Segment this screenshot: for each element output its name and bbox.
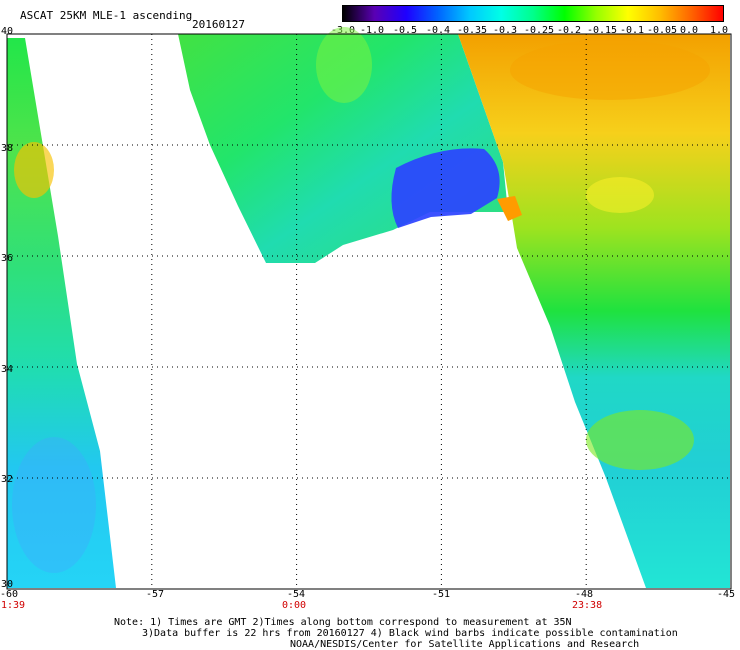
blue-left-patch <box>12 437 96 573</box>
colorbar-tick: -0.4 <box>425 25 451 36</box>
time-label: 23:38 <box>572 600 603 611</box>
lon-label: -54 <box>287 589 306 600</box>
lat-label: 36 <box>1 253 14 264</box>
colorbar-tick: 1.0 <box>709 25 729 36</box>
colorbar-tick: -0.15 <box>586 25 618 36</box>
plot-frame <box>6 33 732 590</box>
colorbar-tick: -0.1 <box>619 25 645 36</box>
orange-top-patch <box>510 40 710 100</box>
colorbar <box>342 5 724 22</box>
colorbar-tick: -1.0 <box>359 25 385 36</box>
right-swath <box>458 34 730 588</box>
lat-label: 30 <box>1 579 14 590</box>
colorbar-tick: -0.2 <box>556 25 582 36</box>
plot-date: 20160127 <box>192 18 245 31</box>
colorbar-tick: -0.05 <box>646 25 678 36</box>
note-line-2: 3)Data buffer is 22 hrs from 20160127 4)… <box>142 628 678 639</box>
lon-label: -57 <box>146 589 165 600</box>
lat-label: 34 <box>1 364 14 375</box>
colorbar-tick: -0.25 <box>523 25 555 36</box>
note-line-3: NOAA/NESDIS/Center for Satellite Applica… <box>290 639 640 650</box>
green-center-top-patch <box>316 27 372 103</box>
plot-title: ASCAT 25KM MLE-1 ascending <box>20 9 193 22</box>
lon-label: -51 <box>432 589 451 600</box>
colorbar-tick: 0.0 <box>679 25 699 36</box>
lat-label: 38 <box>1 143 14 154</box>
orange-edge-patch <box>497 196 522 221</box>
colorbar-tick: -0.3 <box>492 25 518 36</box>
time-label: 1:39 <box>1 600 26 611</box>
yellow-left-patch <box>14 142 54 198</box>
lon-label: -45 <box>717 589 736 600</box>
green-swirl-patch <box>586 410 694 470</box>
colorbar-tick: -0.5 <box>392 25 418 36</box>
time-label: 0:00 <box>282 600 307 611</box>
lat-label: 32 <box>1 474 14 485</box>
note-line-1: Note: 1) Times are GMT 2)Times along bot… <box>114 617 572 628</box>
yellow-right-patch <box>586 177 654 213</box>
blue-low-mle-patch <box>391 148 500 228</box>
lat-label: 40 <box>1 26 14 37</box>
colorbar-tick: -0.35 <box>456 25 488 36</box>
lon-label: -48 <box>575 589 594 600</box>
lon-label: -60 <box>0 589 19 600</box>
